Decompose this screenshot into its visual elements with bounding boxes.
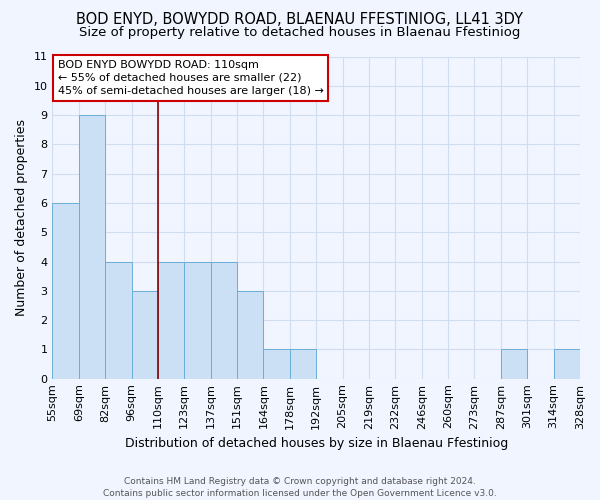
Bar [211, 262, 237, 378]
Bar [184, 262, 211, 378]
Text: Size of property relative to detached houses in Blaenau Ffestiniog: Size of property relative to detached ho… [79, 26, 521, 39]
Bar [158, 262, 184, 378]
Bar [79, 115, 105, 378]
Bar [263, 350, 290, 378]
Text: Contains HM Land Registry data © Crown copyright and database right 2024.
Contai: Contains HM Land Registry data © Crown c… [103, 476, 497, 498]
Bar [290, 350, 316, 378]
Bar [501, 350, 527, 378]
Y-axis label: Number of detached properties: Number of detached properties [15, 119, 28, 316]
X-axis label: Distribution of detached houses by size in Blaenau Ffestiniog: Distribution of detached houses by size … [125, 437, 508, 450]
Bar [554, 350, 580, 378]
Bar [131, 291, 158, 378]
Text: BOD ENYD, BOWYDD ROAD, BLAENAU FFESTINIOG, LL41 3DY: BOD ENYD, BOWYDD ROAD, BLAENAU FFESTINIO… [77, 12, 523, 28]
Text: BOD ENYD BOWYDD ROAD: 110sqm
← 55% of detached houses are smaller (22)
45% of se: BOD ENYD BOWYDD ROAD: 110sqm ← 55% of de… [58, 60, 323, 96]
Bar [52, 203, 79, 378]
Bar [237, 291, 263, 378]
Bar [105, 262, 131, 378]
